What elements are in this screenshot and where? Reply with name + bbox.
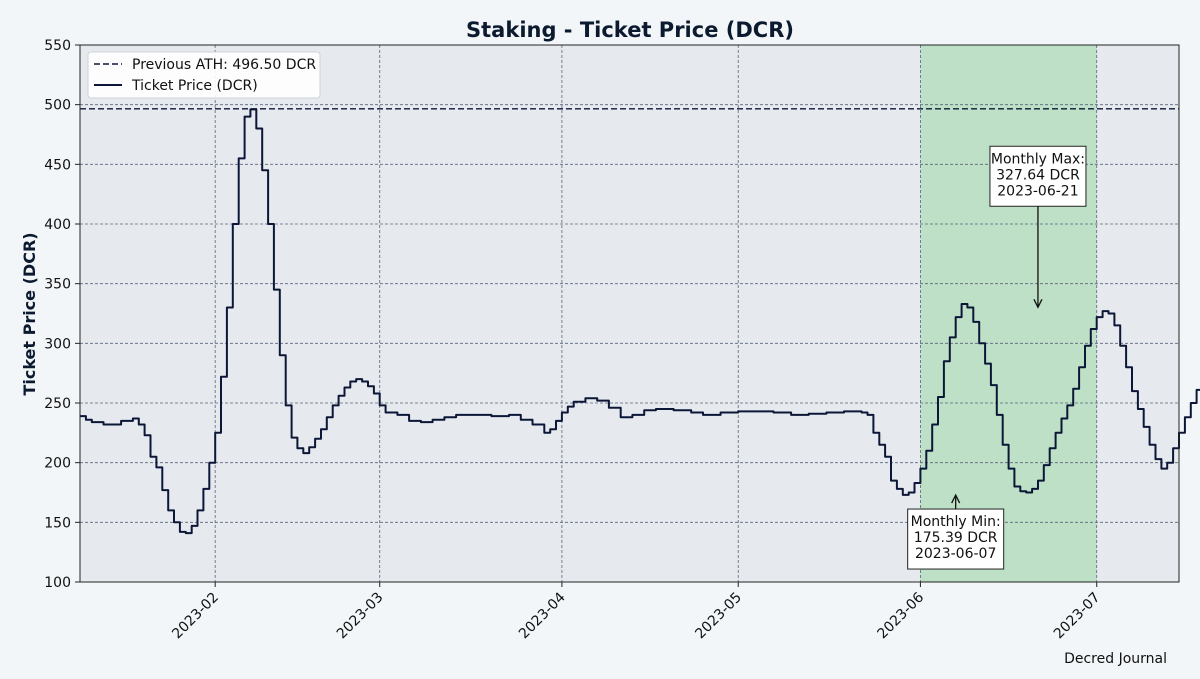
highlight-month-band <box>920 45 1097 582</box>
annotation-text: Monthly Min: <box>911 514 1001 530</box>
ticket-price-line <box>80 108 1200 535</box>
annotation-text: Monthly Max: <box>991 151 1085 167</box>
y-tick-label: 200 <box>44 456 71 472</box>
credit-label: Decred Journal <box>1064 651 1167 667</box>
y-tick-label: 550 <box>44 38 71 54</box>
chart-title: Staking - Ticket Price (DCR) <box>466 18 794 42</box>
annotation-box <box>989 145 1087 207</box>
x-tick-label: 2023-05 <box>692 590 745 643</box>
x-tick-label: 2023-03 <box>334 590 387 643</box>
y-tick-label: 450 <box>44 157 71 173</box>
annotation-text: 2023-06-07 <box>915 546 996 562</box>
x-tick-label: 2023-04 <box>516 589 569 642</box>
y-tick-label: 250 <box>44 396 71 412</box>
y-tick-label: 100 <box>44 575 71 591</box>
annotation-arrow-head <box>951 493 961 504</box>
y-tick-label: 400 <box>44 217 71 233</box>
annotation-text: 327.64 DCR <box>996 167 1080 183</box>
x-tick-label: 2023-06 <box>875 589 928 642</box>
legend-item-previous-ath-label: Previous ATH: 496.50 DCR <box>132 57 316 73</box>
y-tick-label: 500 <box>44 98 71 114</box>
annotation-arrow-head <box>1033 299 1043 309</box>
legend-item-ticket-price-label: Ticket Price (DCR) <box>131 78 258 94</box>
annotation-text: 175.39 DCR <box>914 530 998 546</box>
annotation-box <box>907 508 1005 570</box>
legend-box <box>87 51 321 99</box>
x-tick-label: 2023-07 <box>1051 590 1104 643</box>
y-axis-label: Ticket Price (DCR) <box>20 232 39 395</box>
annotation-text: 2023-06-21 <box>997 183 1078 199</box>
x-tick-label: 2023-02 <box>169 590 222 643</box>
y-tick-label: 300 <box>44 336 71 352</box>
plot-frame <box>79 44 1180 583</box>
y-tick-label: 350 <box>44 277 71 293</box>
y-tick-label: 150 <box>44 515 71 531</box>
